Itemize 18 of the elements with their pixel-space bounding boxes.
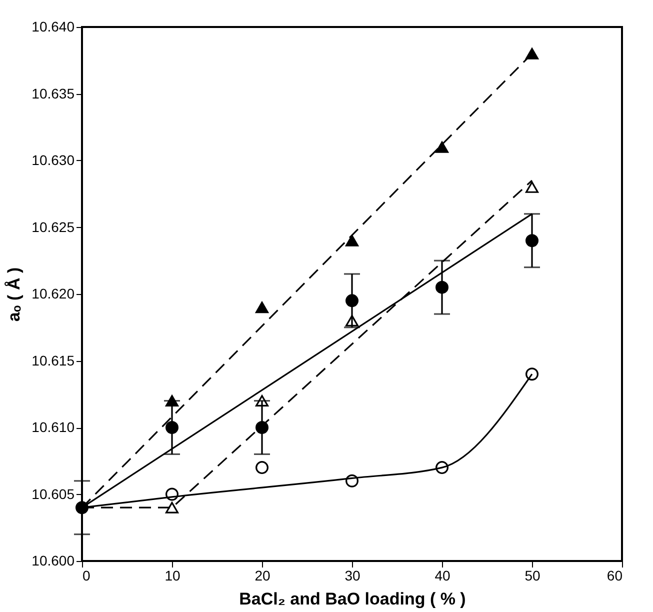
- x-tick-label: 40: [434, 568, 450, 584]
- x-tick-label: 0: [82, 568, 90, 584]
- y-tick-label: 10.620: [32, 286, 75, 302]
- y-axis-title: aₒ ( Å ): [4, 267, 24, 322]
- y-tick-label: 10.625: [32, 218, 75, 235]
- x-tick-label: 30: [344, 568, 360, 584]
- y-tick-label: 10.610: [32, 419, 75, 435]
- y-tick-label: 10.630: [32, 152, 75, 168]
- x-tick-label: 50: [524, 568, 540, 584]
- x-tick-label: 60: [606, 568, 623, 584]
- y-tick-label: 10.615: [32, 352, 75, 368]
- y-tick-label: 10.635: [32, 85, 75, 102]
- x-tick-label: 20: [254, 568, 270, 584]
- y-tick-label: 10.605: [32, 486, 75, 502]
- y-tick-label: 10.600: [32, 552, 75, 568]
- x-tick-label: 10: [164, 568, 180, 584]
- y-tick-label: 10.640: [32, 18, 75, 34]
- x-axis-title: BaCl₂ and BaO loading ( % ): [239, 590, 466, 608]
